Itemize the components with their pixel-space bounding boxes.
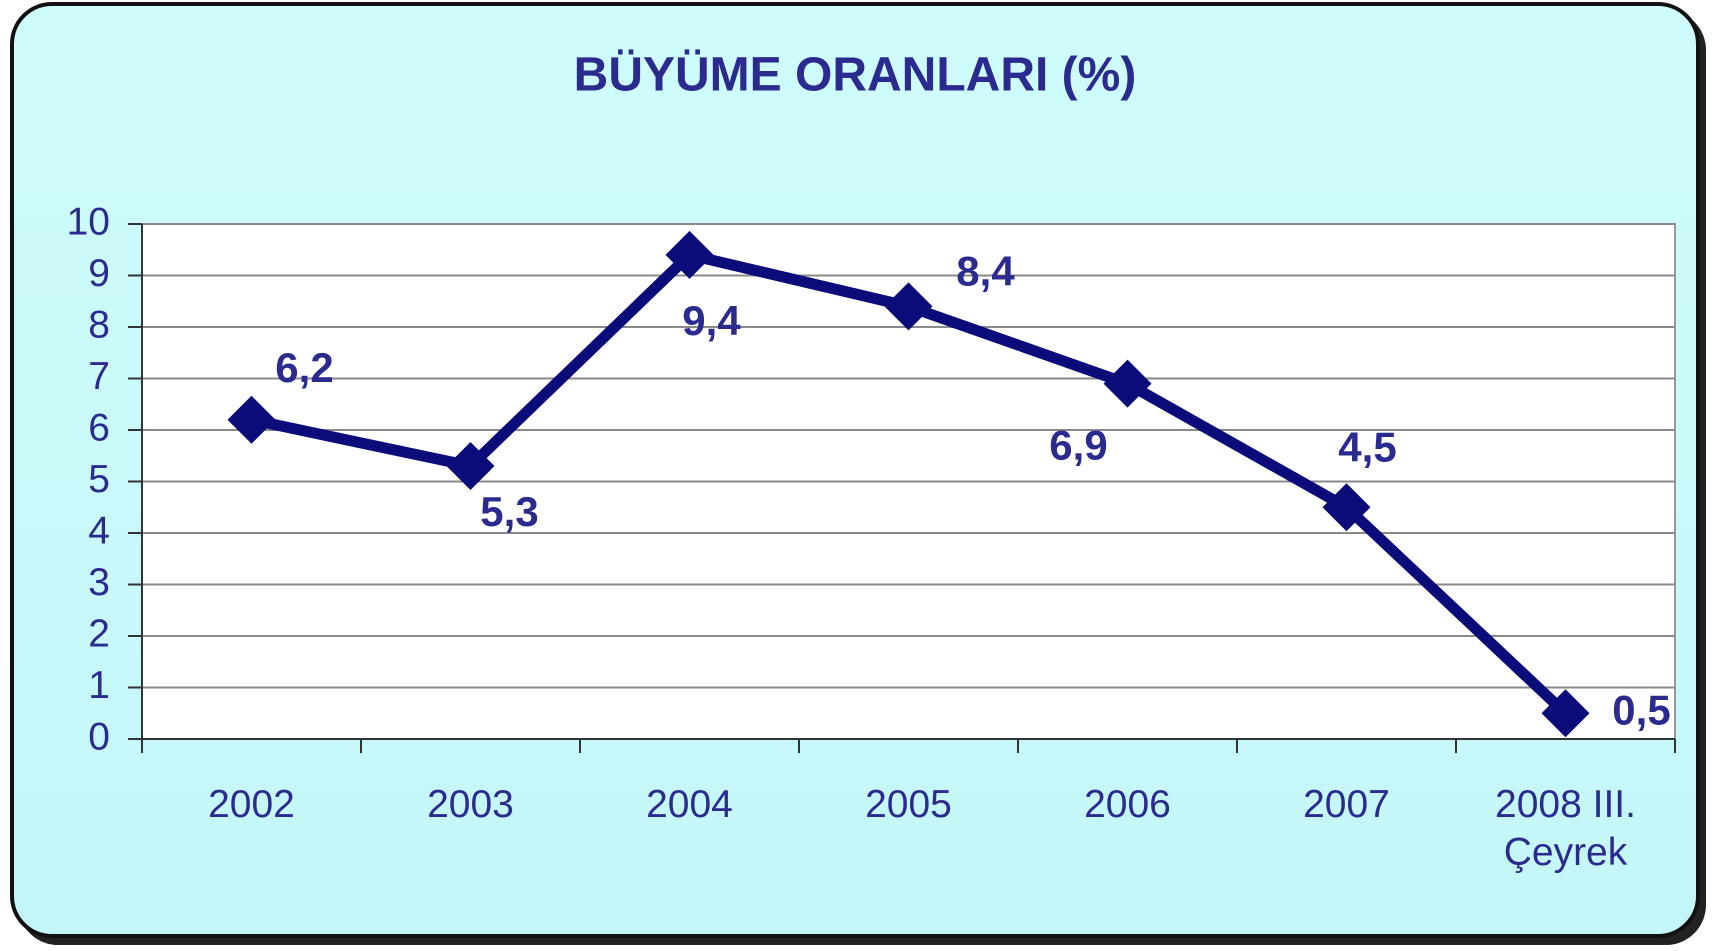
data-label: 6,9 [1049, 422, 1107, 469]
x-tick-label: 2007 [1303, 783, 1390, 826]
marker [1103, 359, 1152, 408]
x-tick-label: 2002 [208, 783, 295, 826]
data-label: 0,5 [1612, 686, 1670, 733]
y-tick-label: 9 [88, 252, 110, 295]
y-tick-label: 2 [88, 612, 110, 655]
y-tick-label: 1 [88, 664, 110, 707]
marker [227, 395, 276, 444]
data-label: 8,4 [956, 247, 1015, 294]
data-label: 6,2 [275, 344, 333, 391]
data-label: 4,5 [1338, 423, 1396, 470]
marker [884, 282, 933, 331]
y-tick-label: 3 [88, 561, 110, 604]
y-tick-label: 10 [67, 200, 110, 243]
y-tick-label: 8 [88, 303, 110, 346]
y-tick-label: 0 [88, 715, 110, 758]
y-tick-label: 6 [88, 406, 110, 449]
x-tick-label: 2008 III. Çeyrek [1495, 783, 1636, 874]
x-tick-label: 2006 [1084, 783, 1171, 826]
y-tick-label: 4 [88, 509, 110, 552]
chart-title: BÜYÜME ORANLARI (%) [574, 49, 1137, 102]
marker [1322, 483, 1371, 532]
y-tick-label: 7 [88, 355, 110, 398]
y-tick-label: 5 [88, 458, 110, 501]
x-tick-label: 2005 [865, 783, 952, 826]
x-tick-label: 2004 [646, 783, 733, 826]
marker [665, 230, 714, 279]
data-label: 5,3 [480, 488, 538, 535]
marker [446, 442, 495, 491]
x-tick-label: 2003 [427, 783, 514, 826]
marker [1541, 689, 1590, 738]
data-label: 9,4 [682, 297, 741, 344]
